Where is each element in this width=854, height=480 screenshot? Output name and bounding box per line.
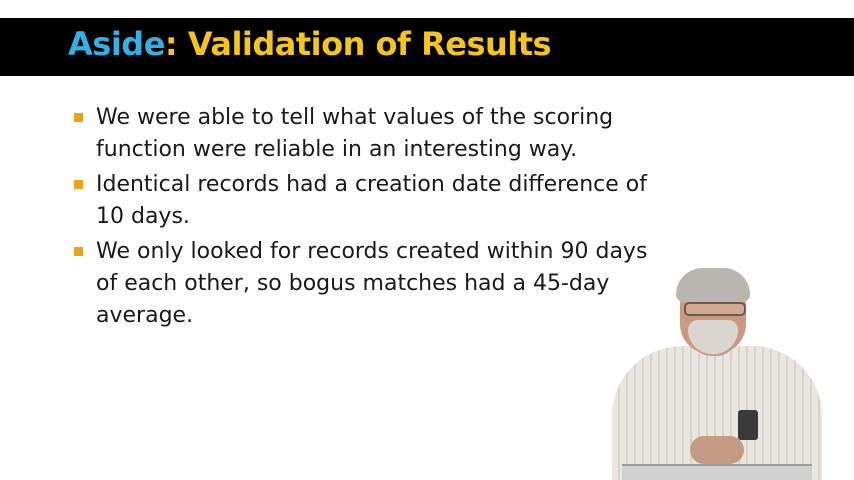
presenter-hands (690, 436, 744, 464)
square-bullet-icon (74, 180, 83, 189)
title-part-aside: Aside (68, 25, 165, 63)
lectern (622, 464, 812, 480)
title-bar (0, 18, 854, 76)
bullet-list: We were able to tell what values of the … (72, 102, 662, 335)
square-bullet-icon (74, 113, 83, 122)
title-part-main: : Validation of Results (164, 25, 552, 63)
slide-title: Aside: Validation of Results (68, 22, 552, 66)
presenter-pocket-phone (738, 410, 758, 440)
bullet-text: We were able to tell what values of the … (96, 105, 614, 162)
bullet-text: We only looked for records created withi… (96, 239, 648, 328)
bullet-item: Identical records had a creation date di… (72, 169, 662, 233)
bullet-text: Identical records had a creation date di… (96, 172, 647, 229)
presenter-hair (676, 268, 750, 302)
presenter-glasses (684, 302, 746, 316)
bullet-item: We were able to tell what values of the … (72, 102, 662, 166)
square-bullet-icon (74, 247, 83, 256)
bullet-item: We only looked for records created withi… (72, 236, 662, 332)
presenter-video (612, 268, 828, 480)
